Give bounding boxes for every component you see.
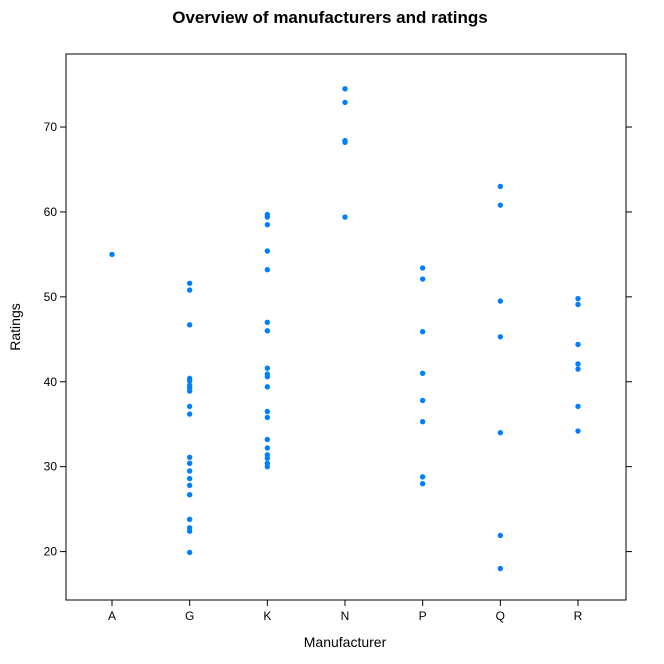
data-point — [186, 378, 193, 384]
data-point — [186, 528, 193, 534]
data-point — [186, 475, 193, 482]
x-tick-label: A — [108, 609, 116, 623]
data-point — [264, 221, 271, 228]
data-point — [186, 280, 193, 286]
data-point — [264, 463, 271, 470]
data-point — [186, 403, 193, 410]
x-tick-label: G — [185, 609, 194, 623]
x-tick-label: R — [574, 609, 583, 623]
data-point — [186, 516, 193, 523]
data-point — [419, 480, 426, 487]
data-point — [419, 474, 426, 480]
data-point — [264, 248, 271, 254]
data-point — [186, 388, 193, 394]
y-tick-label: 30 — [44, 460, 58, 474]
data-point — [264, 436, 271, 443]
data-point — [186, 287, 193, 293]
data-point — [419, 370, 426, 376]
data-point — [264, 384, 271, 390]
data-point — [264, 445, 271, 451]
data-point — [264, 455, 271, 461]
data-point — [264, 328, 271, 334]
data-point — [264, 414, 271, 421]
x-tick-label: Q — [496, 609, 505, 623]
data-point — [575, 403, 581, 410]
data-point — [264, 319, 271, 326]
data-point — [575, 341, 581, 348]
data-point — [497, 532, 504, 539]
data-point — [186, 468, 193, 474]
x-axis-label: Manufacturer — [304, 634, 387, 650]
x-tick-label: P — [419, 609, 427, 623]
data-point — [497, 298, 504, 304]
data-point — [264, 373, 271, 380]
x-tick-label: K — [263, 609, 271, 623]
y-axis-label: Ratings — [7, 303, 23, 350]
data-point — [264, 365, 271, 371]
x-tick-label: N — [341, 609, 350, 623]
data-point — [342, 86, 348, 92]
data-point — [497, 430, 504, 436]
y-axis: 20 30 40 50 60 70 — [44, 120, 632, 559]
data-point — [497, 334, 504, 340]
data-point — [419, 276, 426, 282]
data-point — [109, 251, 115, 258]
data-point — [264, 214, 271, 220]
data-point — [186, 549, 193, 556]
y-tick-label: 20 — [44, 545, 58, 559]
data-point — [575, 366, 581, 372]
data-points — [109, 86, 581, 572]
data-point — [419, 397, 426, 404]
data-point — [264, 266, 271, 273]
y-tick-label: 60 — [44, 205, 58, 219]
plot-frame — [65, 53, 627, 601]
data-point — [575, 361, 581, 367]
y-tick-label: 50 — [44, 290, 58, 304]
chart-title: Overview of manufacturers and ratings — [172, 8, 488, 27]
data-point — [342, 99, 348, 106]
data-point — [264, 408, 271, 415]
data-point — [186, 482, 193, 489]
data-point — [342, 214, 348, 220]
y-tick-label: 70 — [44, 120, 58, 134]
data-point — [497, 565, 504, 572]
y-tick-label: 40 — [44, 375, 58, 389]
data-point — [186, 454, 193, 461]
data-point — [575, 301, 581, 308]
data-point — [575, 428, 581, 434]
data-point — [497, 202, 504, 208]
data-point — [186, 411, 193, 417]
data-point — [186, 322, 193, 328]
data-point — [186, 492, 193, 498]
data-point — [419, 418, 426, 425]
data-point — [419, 265, 426, 271]
data-point — [575, 295, 581, 302]
data-point — [419, 328, 426, 335]
data-point — [497, 183, 504, 190]
data-point — [342, 139, 348, 146]
data-point — [186, 460, 193, 466]
